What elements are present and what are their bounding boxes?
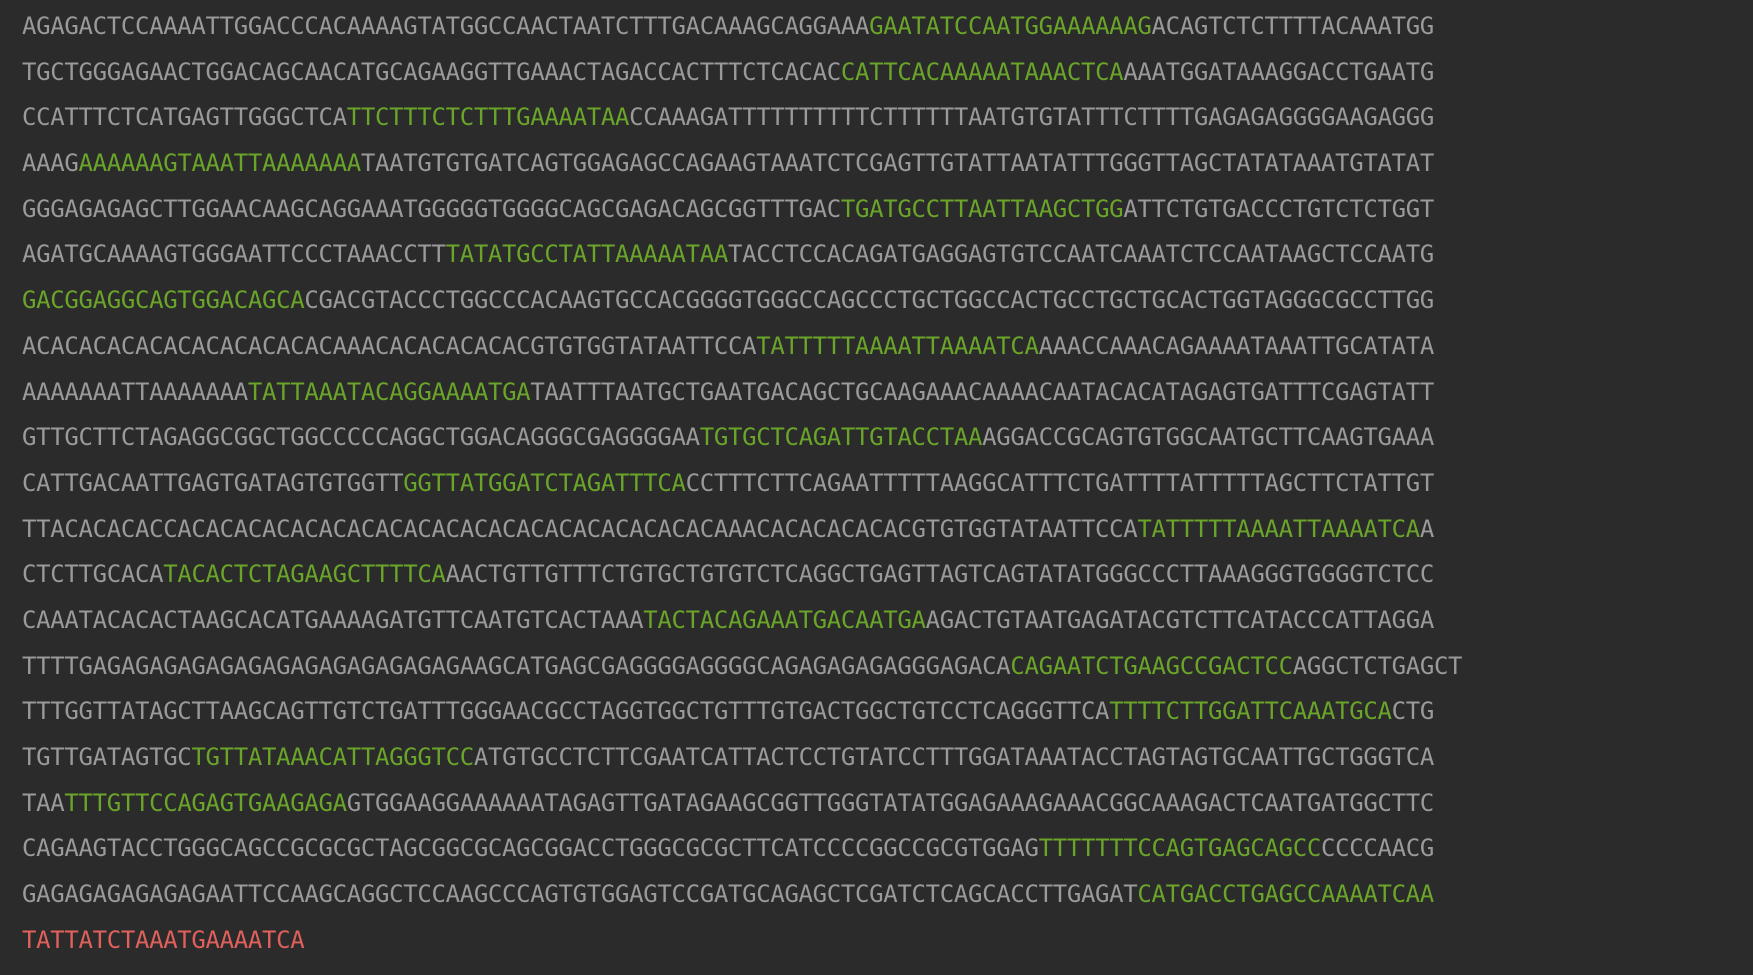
primer-segment: CATGACCTGAGCCAAAATCAA	[1137, 880, 1434, 909]
sequence-segment: CTCTTGCACA	[22, 560, 164, 589]
sequence-line: TATTATCTAAATGAAAATCA	[22, 918, 1753, 964]
sequence-segment: ATTCTGTGACCCTGTCTCTGGT	[1123, 194, 1434, 223]
sequence-line: TTTTGAGAGAGAGAGAGAGAGAGAGAGAGAGAAGCATGAG…	[22, 644, 1753, 690]
sequence-line: GTTGCTTCTAGAGGCGGCTGGCCCCCAGGCTGGACAGGGC…	[22, 415, 1753, 461]
sequence-line: CTCTTGCACATACACTCTAGAAGCTTTTCAAACTGTTGTT…	[22, 552, 1753, 598]
sequence-line: TGTTGATAGTGCTGTTATAAACATTAGGGTCCATGTGCCT…	[22, 735, 1753, 781]
primer-segment: GGTTATGGATCTAGATTTCA	[403, 468, 686, 497]
primer-segment: TACTACAGAAATGACAATGA	[643, 605, 926, 634]
sequence-segment: TAATGTGTGATCAGTGGAGAGCCAGAAGTAAATCTCGAGT…	[360, 149, 1434, 178]
sequence-segment: AGGCTCTGAGCT	[1292, 651, 1463, 680]
sequence-segment: TGCTGGGAGAACTGGACAGCAACATGCAGAAGGTTGAAAC…	[22, 57, 841, 86]
primer-segment: TATTTTTAAAATTAAAATCA	[1137, 514, 1420, 543]
sequence-line: AGAGACTCCAAAATTGGACCCACAAAAGTATGGCCAACTA…	[22, 4, 1753, 50]
primer-segment: TTCTTTCTCTTTGAAAATAA	[346, 103, 630, 132]
primer-segment: TATTAAATACAGGAAAATGA	[247, 377, 531, 406]
sequence-line: TTACACACACCACACACACACACACACACACACACACACA…	[22, 507, 1753, 553]
sequence-line: GAGAGAGAGAGAGAATTCCAAGCAGGCTCCAAGCCCAGTG…	[22, 872, 1753, 918]
sequence-line: AAAAAAATTAAAAAAATATTAAATACAGGAAAATGATAAT…	[22, 370, 1753, 416]
sequence-segment: AGAGACTCCAAAATTGGACCCACAAAAGTATGGCCAACTA…	[22, 12, 870, 40]
primer-segment: TGATGCCTTAATTAAGCTGG	[840, 194, 1124, 223]
sequence-line: TTTGGTTATAGCTTAAGCAGTTGTCTGATTTGGGAACGCC…	[22, 689, 1753, 735]
sequence-segment: AAAG	[22, 149, 79, 178]
sequence-line: GACGGAGGCAGTGGACAGCACGACGTACCCTGGCCCACAA…	[22, 278, 1753, 324]
query-segment: TATTATCTAAATGAAAATCA	[22, 925, 305, 954]
sequence-segment: TGTTGATAGTGC	[22, 743, 192, 771]
sequence-segment: ATGTGCCTCTTCGAATCATTACTCCTGTATCCTTTGGATA…	[473, 743, 1434, 771]
sequence-segment: AGATGCAAAAGTGGGAATTCCCTAAACCTT	[22, 240, 446, 269]
sequence-line: CAGAAGTACCTGGGCAGCCGCGCGCTAGCGGCGCAGCGGA…	[22, 826, 1753, 872]
sequence-line: GGGAGAGAGCTTGGAACAAGCAGGAAATGGGGGTGGGGCA…	[22, 187, 1753, 233]
sequence-segment: AGGACCGCAGTGTGGCAATGCTTCAAGTGAAA	[982, 423, 1434, 452]
sequence-line: ACACACACACACACACACACACAAACACACACACACGTGT…	[22, 324, 1753, 370]
sequence-segment: CAGAAGTACCTGGGCAGCCGCGCGCTAGCGGCGCAGCGGA…	[22, 834, 1039, 863]
sequence-segment: A	[1419, 514, 1434, 543]
sequence-segment: AAACCAAACAGAAAATAAATTGCATATA	[1038, 331, 1435, 360]
sequence-line: CAAATACACACTAAGCACATGAAAAGATGTTCAATGTCAC…	[22, 598, 1753, 644]
primer-segment: TATATGCCTATTAAAAATAA	[445, 240, 729, 269]
primer-segment: TTTGTTCCAGAGTGAAGAGA	[64, 788, 347, 817]
sequence-segment: AACTGTTGTTTCTGTGCTGTGTCTCAGGCTGAGTTAGTCA…	[445, 560, 1435, 589]
sequence-segment: CCATTTCTCATGAGTTGGGCTCA	[22, 103, 347, 132]
sequence-segment: CCAAAGATTTTTTTTTTCTTTTTTAATGTGTATTTCTTTT…	[629, 103, 1434, 132]
sequence-segment: AGACTGTAATGAGATACGTCTTCATACCCATTAGGA	[925, 605, 1435, 634]
sequence-line: TAATTTGTTCCAGAGTGAAGAGAGTGGAAGGAAAAAATAG…	[22, 781, 1753, 827]
primer-segment: TTTTCTTGGATTCAAATGCA	[1109, 697, 1392, 726]
sequence-segment: CAAATACACACTAAGCACATGAAAAGATGTTCAATGTCAC…	[22, 605, 644, 634]
primer-segment: TTTTTTTCCAGTGAGCAGCC	[1038, 834, 1322, 863]
primer-segment: GACGGAGGCAGTGGACAGCA	[22, 286, 305, 315]
sequence-line: CCATTTCTCATGAGTTGGGCTCATTCTTTCTCTTTGAAAA…	[22, 95, 1753, 141]
sequence-segment: ACAGTCTCTTTTACAAATGG	[1151, 12, 1435, 40]
primer-segment: CAGAATCTGAAGCCGACTCC	[1010, 651, 1293, 680]
sequence-segment: GTTGCTTCTAGAGGCGGCTGGCCCCCAGGCTGGACAGGGC…	[22, 423, 700, 452]
sequence-segment: GAGAGAGAGAGAGAATTCCAAGCAGGCTCCAAGCCCAGTG…	[22, 880, 1138, 909]
primer-segment: TGTGCTCAGATTGTACCTAA	[699, 423, 983, 452]
primer-segment: CATTCACAAAAATAAACTCA	[840, 57, 1124, 86]
sequence-segment: GTGGAAGGAAAAAATAGAGTTGATAGAAGCGGTTGGGTAT…	[346, 788, 1435, 817]
sequence-segment: TTTTGAGAGAGAGAGAGAGAGAGAGAGAGAGAAGCATGAG…	[22, 651, 1011, 680]
primer-segment: AAAAAAGTAAATTAAAAAAA	[78, 149, 361, 178]
sequence-segment: ACACACACACACACACACACACAAACACACACACACGTGT…	[22, 331, 757, 360]
sequence-segment: TACCTCCACAGATGAGGAGTGTCCAATCAAATCTCCAATA…	[727, 240, 1434, 269]
sequence-segment: GGGAGAGAGCTTGGAACAAGCAGGAAATGGGGGTGGGGCA…	[22, 194, 841, 223]
primer-segment: GAATATCCAATGGAAAAAAG	[869, 12, 1152, 40]
sequence-segment: AAAAAAATTAAAAAAA	[22, 377, 248, 406]
primer-segment: TACACTCTAGAAGCTTTTCA	[163, 560, 446, 589]
sequence-line: TGCTGGGAGAACTGGACAGCAACATGCAGAAGGTTGAAAC…	[22, 50, 1753, 96]
primer-segment: TATTTTTAAAATTAAAATCA	[756, 331, 1039, 360]
sequence-segment: TAA	[22, 788, 65, 817]
sequence-segment: CATTGACAATTGAGTGATAGTGTGGTT	[22, 468, 404, 497]
sequence-segment: CGACGTACCCTGGCCCACAAGTGCCACGGGGTGGGCCAGC…	[304, 286, 1434, 315]
primer-segment: TGTTATAAACATTAGGGTCC	[191, 743, 474, 771]
sequence-segment: CCCCAACG	[1320, 834, 1434, 863]
sequence-segment: TAATTTAATGCTGAATGACAGCTGCAAGAAACAAAACAAT…	[530, 377, 1434, 406]
sequence-segment: AAATGGATAAAGGACCTGAATG	[1123, 57, 1434, 86]
sequence-segment: CCTTTCTTCAGAATTTTTAAGGCATTTCTGATTTTATTTT…	[685, 468, 1435, 497]
sequence-line: AAAGAAAAAAGTAAATTAAAAAAATAATGTGTGATCAGTG…	[22, 141, 1753, 187]
sequence-segment: TTTGGTTATAGCTTAAGCAGTTGTCTGATTTGGGAACGCC…	[22, 697, 1110, 726]
sequence-line: AGATGCAAAAGTGGGAATTCCCTAAACCTTTATATGCCTA…	[22, 232, 1753, 278]
sequence-segment: CTG	[1391, 697, 1435, 726]
sequence-segment: TTACACACACCACACACACACACACACACACACACACACA…	[22, 514, 1138, 543]
sequence-line: CATTGACAATTGAGTGATAGTGTGGTTGGTTATGGATCTA…	[22, 461, 1753, 507]
